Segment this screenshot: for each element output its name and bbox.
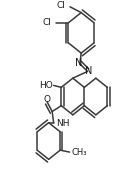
Text: HO: HO <box>39 80 53 90</box>
Text: Cl: Cl <box>57 1 66 10</box>
Text: N: N <box>85 66 92 76</box>
Text: NH: NH <box>56 119 70 128</box>
Text: N: N <box>75 58 82 68</box>
Text: CH₃: CH₃ <box>71 148 87 157</box>
Text: O: O <box>43 95 50 104</box>
Text: Cl: Cl <box>43 18 52 27</box>
